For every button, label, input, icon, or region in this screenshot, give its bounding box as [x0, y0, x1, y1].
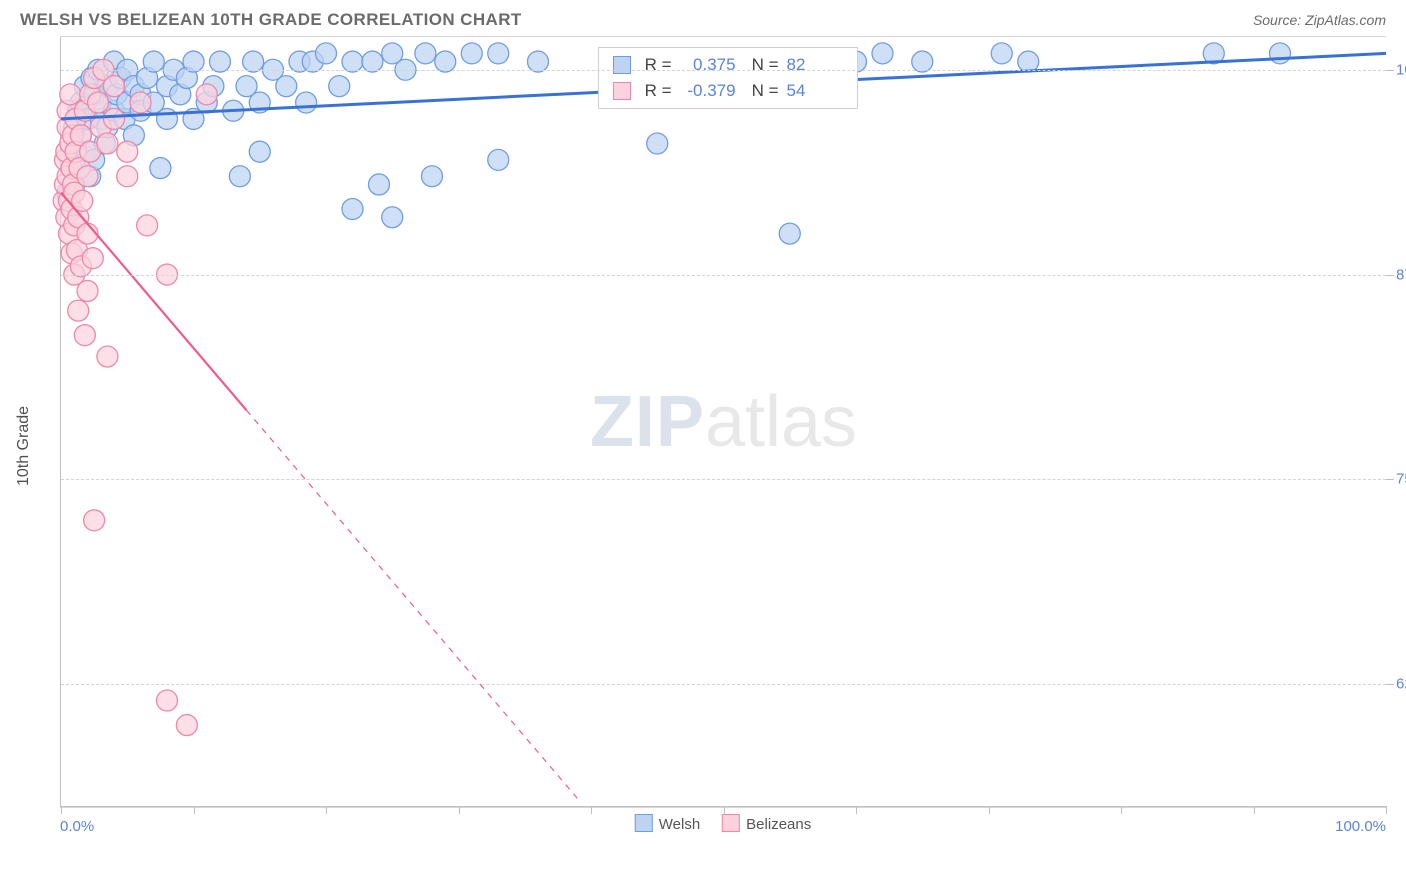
- y-axis-title: 10th Grade: [15, 406, 33, 486]
- gridline-h: [61, 479, 1386, 480]
- scatter-point: [77, 280, 98, 301]
- stats-n-label: N =: [752, 55, 779, 75]
- scatter-point: [82, 248, 103, 269]
- scatter-point: [157, 690, 178, 711]
- scatter-point: [779, 223, 800, 244]
- stats-r-label: R =: [645, 55, 672, 75]
- gridline-h: [61, 70, 1386, 71]
- legend-swatch: [635, 814, 653, 832]
- y-tick-label: 87.5%: [1396, 266, 1406, 283]
- gridline-h: [61, 275, 1386, 276]
- series-swatch: [613, 82, 631, 100]
- scatter-point: [342, 199, 363, 220]
- legend-item: Belizeans: [722, 814, 811, 833]
- scatter-point: [117, 141, 138, 162]
- legend-item: Welsh: [635, 814, 700, 833]
- legend-label: Belizeans: [746, 816, 811, 833]
- scatter-point: [422, 166, 443, 187]
- chart-container: ZIPatlas R =0.375N =82R =-0.379N =54 62.…: [60, 36, 1386, 808]
- scatter-point: [229, 166, 250, 187]
- y-tick-label: 100.0%: [1396, 61, 1406, 78]
- scatter-point: [157, 108, 178, 129]
- scatter-point: [461, 43, 482, 64]
- scatter-point: [647, 133, 668, 154]
- scatter-point: [97, 133, 118, 154]
- scatter-point: [296, 92, 317, 113]
- correlation-stats-box: R = 0.375 N = 82 R = -0.379 N = 54: [598, 47, 858, 109]
- scatter-point: [117, 166, 138, 187]
- scatter-point: [60, 84, 81, 105]
- plot-svg: [61, 37, 1386, 806]
- scatter-point: [276, 76, 297, 97]
- scatter-point: [415, 43, 436, 64]
- scatter-point: [77, 166, 98, 187]
- scatter-point: [488, 149, 509, 170]
- scatter-point: [104, 108, 125, 129]
- stats-row: R = 0.375 N = 82: [599, 52, 857, 78]
- scatter-point: [872, 43, 893, 64]
- y-tick: [1386, 684, 1394, 685]
- scatter-point: [137, 215, 158, 236]
- scatter-point: [382, 207, 403, 228]
- scatter-point: [329, 76, 350, 97]
- scatter-point: [1270, 43, 1291, 64]
- plot-area: ZIPatlas R =0.375N =82R =-0.379N =54 62.…: [60, 37, 1386, 807]
- y-tick: [1386, 479, 1394, 480]
- trend-line-dashed: [247, 410, 578, 799]
- scatter-point: [176, 715, 197, 736]
- y-tick-label: 75.0%: [1396, 471, 1406, 488]
- stats-row: R = -0.379 N = 54: [599, 78, 857, 104]
- x-tick: [1386, 806, 1387, 814]
- scatter-point: [369, 174, 390, 195]
- scatter-point: [97, 346, 118, 367]
- legend-swatch: [722, 814, 740, 832]
- scatter-point: [316, 43, 337, 64]
- scatter-point: [74, 325, 95, 346]
- scatter-point: [130, 92, 151, 113]
- x-axis-max-label: 100.0%: [1335, 818, 1386, 835]
- stats-r-label: R =: [645, 81, 672, 101]
- series-swatch: [613, 56, 631, 74]
- stats-n-value: 54: [787, 81, 843, 101]
- legend: Welsh Belizeans: [635, 814, 811, 833]
- scatter-point: [488, 43, 509, 64]
- scatter-point: [991, 43, 1012, 64]
- scatter-point: [68, 300, 89, 321]
- y-tick: [1386, 275, 1394, 276]
- stats-n-label: N =: [752, 81, 779, 101]
- y-tick-label: 62.5%: [1396, 676, 1406, 693]
- x-axis-min-label: 0.0%: [60, 818, 94, 835]
- chart-header: WELSH VS BELIZEAN 10TH GRADE CORRELATION…: [0, 0, 1406, 36]
- gridline-h: [61, 684, 1386, 685]
- scatter-point: [104, 76, 125, 97]
- scatter-point: [196, 84, 217, 105]
- legend-label: Welsh: [659, 816, 700, 833]
- stats-r-value: 0.375: [680, 55, 736, 75]
- scatter-point: [150, 158, 171, 179]
- stats-r-value: -0.379: [680, 81, 736, 101]
- y-tick: [1386, 70, 1394, 71]
- x-axis-row: 0.0% Welsh Belizeans 100.0%: [60, 812, 1386, 852]
- chart-source: Source: ZipAtlas.com: [1253, 12, 1386, 28]
- scatter-point: [88, 92, 109, 113]
- scatter-point: [84, 510, 105, 531]
- scatter-point: [249, 141, 270, 162]
- chart-title: WELSH VS BELIZEAN 10TH GRADE CORRELATION…: [20, 10, 522, 30]
- stats-n-value: 82: [787, 55, 843, 75]
